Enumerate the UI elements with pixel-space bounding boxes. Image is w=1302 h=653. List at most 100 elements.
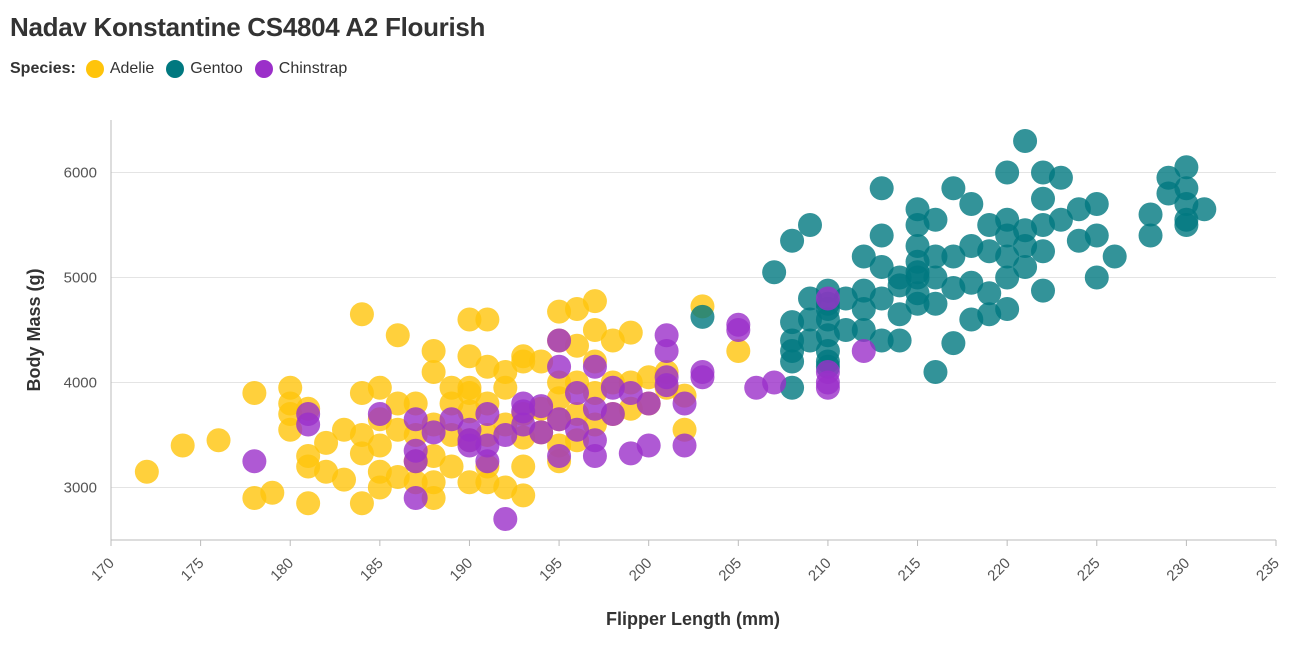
point-gentoo[interactable] <box>798 307 822 332</box>
point-adelie[interactable] <box>511 349 536 374</box>
point-gentoo[interactable] <box>923 360 948 384</box>
point-adelie[interactable] <box>493 475 518 500</box>
point-adelie[interactable] <box>385 391 410 416</box>
point-gentoo[interactable] <box>1192 197 1217 222</box>
point-adelie[interactable] <box>457 307 482 332</box>
point-gentoo[interactable] <box>1031 239 1055 264</box>
point-adelie[interactable] <box>457 381 482 405</box>
point-chinstrap[interactable] <box>367 402 392 426</box>
point-gentoo[interactable] <box>941 176 966 201</box>
point-chinstrap[interactable] <box>636 391 661 416</box>
point-adelie[interactable] <box>314 430 339 455</box>
point-gentoo[interactable] <box>1013 255 1038 279</box>
point-gentoo[interactable] <box>995 244 1020 269</box>
point-gentoo[interactable] <box>833 286 858 311</box>
point-gentoo[interactable] <box>869 223 894 248</box>
point-gentoo[interactable] <box>833 318 858 342</box>
point-adelie[interactable] <box>582 289 607 314</box>
point-gentoo[interactable] <box>1013 129 1038 153</box>
point-adelie[interactable] <box>367 375 392 400</box>
point-chinstrap[interactable] <box>403 407 428 432</box>
point-chinstrap[interactable] <box>565 417 589 442</box>
point-chinstrap[interactable] <box>511 412 536 437</box>
point-gentoo[interactable] <box>941 244 966 269</box>
point-gentoo[interactable] <box>995 297 1020 321</box>
point-gentoo[interactable] <box>851 244 876 269</box>
point-chinstrap[interactable] <box>475 449 500 474</box>
point-gentoo[interactable] <box>1084 265 1109 290</box>
point-adelie[interactable] <box>170 433 195 458</box>
point-gentoo[interactable] <box>959 270 984 295</box>
point-chinstrap[interactable] <box>762 370 787 395</box>
point-gentoo[interactable] <box>869 255 894 279</box>
point-gentoo[interactable] <box>851 318 876 342</box>
point-chinstrap[interactable] <box>547 354 572 379</box>
point-adelie[interactable] <box>134 459 159 484</box>
point-chinstrap[interactable] <box>672 391 697 416</box>
point-chinstrap[interactable] <box>851 339 876 363</box>
point-chinstrap[interactable] <box>242 449 267 474</box>
point-chinstrap[interactable] <box>726 318 751 342</box>
point-chinstrap[interactable] <box>475 402 500 426</box>
legend-item-chinstrap[interactable]: Chinstrap <box>254 60 347 78</box>
point-adelie[interactable] <box>511 483 536 508</box>
point-chinstrap[interactable] <box>600 402 625 426</box>
point-adelie[interactable] <box>511 454 536 479</box>
point-adelie[interactable] <box>421 486 446 510</box>
point-gentoo[interactable] <box>923 291 948 316</box>
point-gentoo[interactable] <box>923 244 948 269</box>
legend-item-gentoo[interactable]: Gentoo <box>166 60 243 78</box>
point-gentoo[interactable] <box>780 228 805 253</box>
point-gentoo[interactable] <box>851 278 876 303</box>
point-chinstrap[interactable] <box>815 375 840 400</box>
point-adelie[interactable] <box>332 467 356 492</box>
point-adelie[interactable] <box>367 433 392 458</box>
point-adelie[interactable] <box>439 454 464 479</box>
point-gentoo[interactable] <box>1084 192 1109 216</box>
point-gentoo[interactable] <box>851 297 876 321</box>
point-gentoo[interactable] <box>923 265 948 290</box>
point-chinstrap[interactable] <box>457 433 482 458</box>
point-chinstrap[interactable] <box>654 339 679 363</box>
point-gentoo[interactable] <box>1048 165 1073 190</box>
point-chinstrap[interactable] <box>547 328 572 353</box>
point-chinstrap[interactable] <box>529 394 554 419</box>
point-gentoo[interactable] <box>762 260 787 285</box>
point-adelie[interactable] <box>618 320 643 345</box>
point-chinstrap[interactable] <box>565 381 589 405</box>
point-adelie[interactable] <box>349 423 374 447</box>
point-adelie[interactable] <box>726 339 751 363</box>
point-gentoo[interactable] <box>869 176 894 201</box>
point-chinstrap[interactable] <box>672 433 697 458</box>
point-adelie[interactable] <box>314 459 339 484</box>
point-chinstrap[interactable] <box>529 420 554 445</box>
point-adelie[interactable] <box>367 475 392 500</box>
point-adelie[interactable] <box>600 328 625 353</box>
point-gentoo[interactable] <box>995 160 1020 185</box>
point-gentoo[interactable] <box>1174 213 1199 237</box>
point-chinstrap[interactable] <box>493 507 518 531</box>
point-chinstrap[interactable] <box>547 444 572 468</box>
point-adelie[interactable] <box>421 360 446 384</box>
point-chinstrap[interactable] <box>618 381 643 405</box>
point-chinstrap[interactable] <box>815 286 840 311</box>
point-adelie[interactable] <box>349 302 374 327</box>
point-adelie[interactable] <box>457 470 482 495</box>
point-adelie[interactable] <box>349 441 374 466</box>
point-gentoo[interactable] <box>887 302 912 327</box>
point-gentoo[interactable] <box>780 349 805 374</box>
point-adelie[interactable] <box>385 323 410 348</box>
point-chinstrap[interactable] <box>493 423 518 447</box>
point-gentoo[interactable] <box>905 291 930 316</box>
point-adelie[interactable] <box>475 307 500 332</box>
point-gentoo[interactable] <box>941 331 966 356</box>
point-gentoo[interactable] <box>923 207 948 232</box>
point-chinstrap[interactable] <box>439 407 464 432</box>
point-gentoo[interactable] <box>1048 207 1073 232</box>
point-adelie[interactable] <box>349 491 374 516</box>
point-gentoo[interactable] <box>1174 155 1199 180</box>
point-gentoo[interactable] <box>887 273 912 298</box>
point-gentoo[interactable] <box>1031 278 1055 303</box>
point-gentoo[interactable] <box>1138 223 1163 248</box>
point-adelie[interactable] <box>547 299 572 324</box>
